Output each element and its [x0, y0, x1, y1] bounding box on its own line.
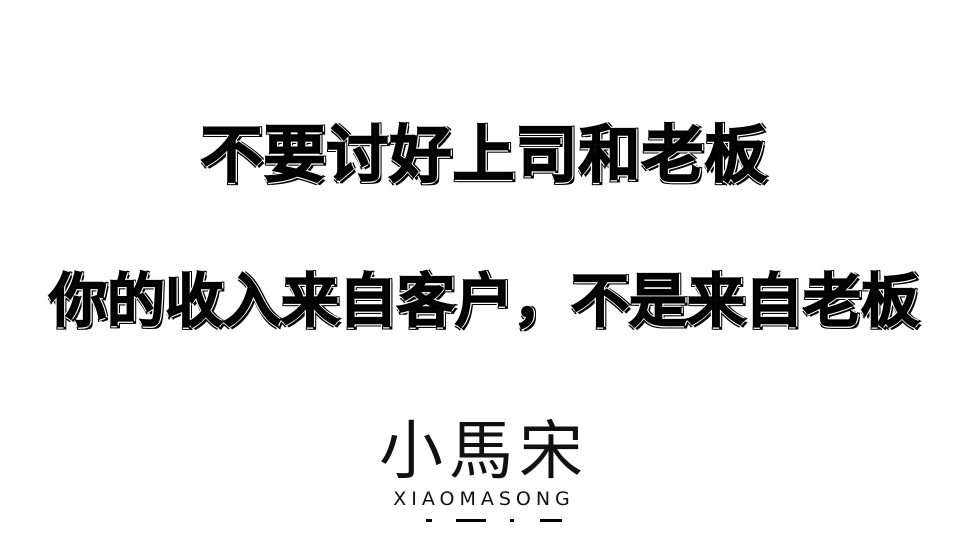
brand-logo: 小馬宋 XIAOMASONG: [0, 420, 968, 509]
underline-mark: [426, 519, 432, 522]
underline-mark: [510, 519, 514, 522]
slide-headline: 不要讨好上司和老板: [200, 118, 768, 191]
logo-wordmark: XIAOMASONG: [393, 488, 575, 510]
logo-underline-marks: [398, 519, 578, 523]
underline-mark: [456, 519, 486, 522]
underline-mark: [540, 519, 562, 522]
logo-mark: 小馬宋: [379, 415, 589, 489]
slide-subheadline: 你的收入来自客户，不是来自老板: [48, 267, 920, 335]
